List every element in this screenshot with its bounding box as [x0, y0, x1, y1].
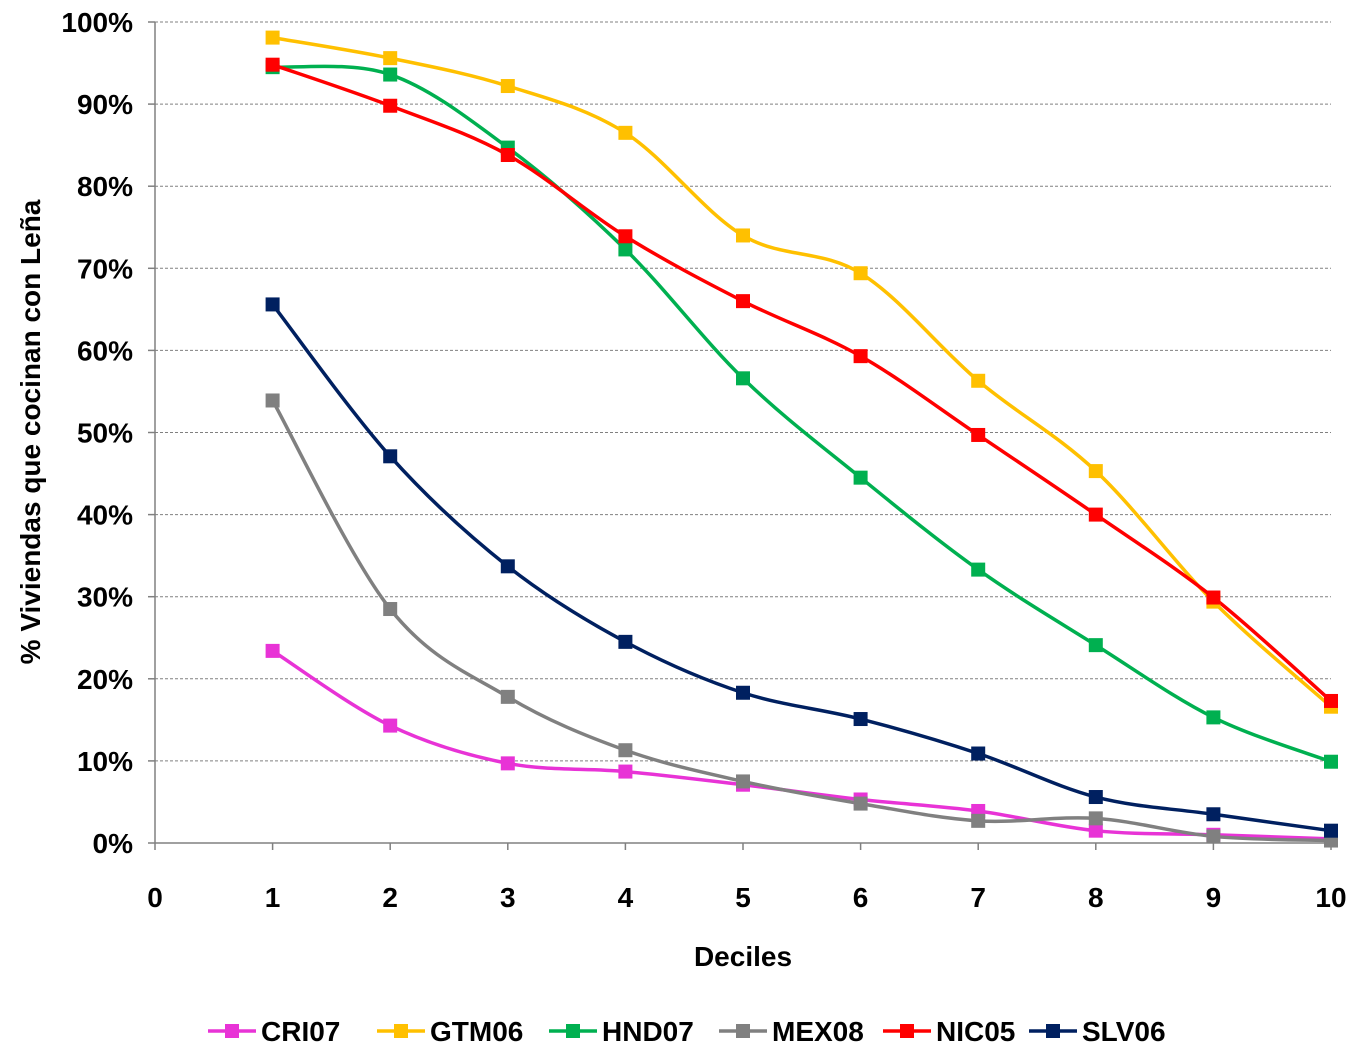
x-tick-label: 8: [1088, 882, 1104, 913]
y-tick-label: 0%: [93, 828, 134, 859]
legend-label-mex08: MEX08: [772, 1016, 864, 1047]
data-point-mex08: [383, 602, 398, 617]
data-point-gtm06: [853, 266, 868, 281]
series-line-gtm06: [272, 35, 1333, 709]
data-point-nic05: [1324, 693, 1338, 708]
data-point-gtm06: [736, 228, 750, 243]
x-tick-label: 7: [970, 882, 986, 913]
data-point-slv06: [383, 449, 398, 464]
grid-lines: [155, 21, 1331, 762]
data-point-slv06: [618, 634, 633, 649]
x-tick-label: 4: [618, 882, 634, 913]
data-point-nic05: [618, 229, 633, 244]
data-point-mex08: [618, 743, 633, 758]
data-point-slv06: [265, 297, 280, 312]
y-tick-label: 10%: [77, 746, 133, 777]
y-tick-label: 100%: [61, 7, 133, 38]
legend: CRI07 GTM06 HND07 MEX08 NIC05 SLV06: [208, 1016, 1166, 1047]
series-line-slv06: [271, 303, 1332, 833]
data-point-slv06: [500, 559, 515, 574]
legend-marker-cri07: [225, 1024, 239, 1038]
data-point-hnd07: [1088, 638, 1103, 653]
y-tick-label: 20%: [77, 664, 133, 695]
data-point-mex08: [265, 393, 280, 408]
data-point-gtm06: [971, 373, 986, 388]
series-line-mex08: [271, 399, 1332, 843]
y-tick-labels: 0% 10% 20% 30% 40% 50% 60% 70% 80% 90% 100%: [61, 7, 133, 859]
y-tick-label: 40%: [77, 500, 133, 531]
data-point-nic05: [1088, 507, 1103, 522]
data-point-nic05: [383, 98, 398, 113]
legend-marker-hnd07: [566, 1024, 580, 1038]
legend-label-hnd07: HND07: [602, 1016, 694, 1047]
y-axis-label: % Viviendas que cocinan con Leña: [15, 199, 46, 664]
data-point-nic05: [736, 294, 750, 309]
data-point-nic05: [1206, 590, 1221, 605]
data-point-slv06: [1324, 823, 1338, 838]
data-point-hnd07: [736, 371, 750, 386]
legend-marker-nic05: [900, 1024, 914, 1038]
data-point-gtm06: [265, 30, 280, 45]
data-point-nic05: [500, 148, 515, 163]
data-point-gtm06: [618, 125, 633, 140]
x-tick-label: 3: [500, 882, 516, 913]
y-tick-label: 90%: [77, 89, 133, 120]
y-tick-label: 60%: [77, 335, 133, 366]
data-point-hnd07: [853, 470, 868, 485]
legend-label-slv06: SLV06: [1082, 1016, 1166, 1047]
data-point-hnd07: [383, 67, 398, 82]
legend-label-nic05: NIC05: [936, 1016, 1015, 1047]
data-point-nic05: [853, 349, 868, 364]
data-point-mex08: [736, 774, 750, 789]
x-tick-label: 5: [735, 882, 751, 913]
data-point-cri07: [500, 756, 515, 771]
data-point-hnd07: [618, 242, 633, 257]
data-point-mex08: [971, 813, 986, 828]
y-tick-label: 70%: [77, 253, 133, 284]
data-point-slv06: [736, 685, 750, 700]
x-tick-labels: 0 1 2 3 4 5 6 7 8 9 10: [147, 882, 1346, 913]
legend-label-gtm06: GTM06: [430, 1016, 523, 1047]
data-point-mex08: [1088, 811, 1103, 826]
data-point-slv06: [853, 712, 868, 727]
data-point-slv06: [1206, 807, 1221, 822]
data-point-hnd07: [1206, 710, 1221, 725]
legend-label-cri07: CRI07: [261, 1016, 340, 1047]
series-line-nic05: [272, 63, 1333, 703]
x-tick-label: 10: [1315, 882, 1346, 913]
data-point-slv06: [1088, 790, 1103, 805]
data-point-gtm06: [500, 79, 515, 94]
x-tick-label: 2: [382, 882, 398, 913]
series-markers: [265, 30, 1338, 848]
series-line-hnd07: [272, 64, 1332, 764]
data-point-cri07: [1088, 823, 1103, 838]
x-tick-label: 9: [1206, 882, 1222, 913]
data-point-cri07: [383, 718, 398, 733]
data-point-nic05: [265, 57, 280, 72]
x-tick-label: 1: [265, 882, 281, 913]
data-point-cri07: [265, 643, 280, 658]
x-axis-label: Deciles: [694, 941, 792, 972]
data-point-slv06: [971, 746, 986, 761]
legend-marker-gtm06: [394, 1024, 408, 1038]
axes: [148, 21, 1332, 850]
legend-marker-mex08: [736, 1024, 750, 1038]
data-point-mex08: [500, 689, 515, 704]
y-tick-label: 80%: [77, 171, 133, 202]
x-tick-label: 6: [853, 882, 869, 913]
data-point-gtm06: [383, 51, 398, 66]
y-tick-label: 30%: [77, 582, 133, 613]
series-lines: [271, 35, 1333, 843]
data-point-nic05: [971, 427, 986, 442]
y-tick-label: 50%: [77, 418, 133, 449]
x-tick-label: 0: [147, 882, 163, 913]
data-point-mex08: [1206, 829, 1221, 844]
data-point-cri07: [618, 764, 633, 779]
data-point-hnd07: [1324, 754, 1338, 769]
data-point-mex08: [853, 796, 868, 811]
data-point-hnd07: [971, 562, 986, 577]
legend-marker-slv06: [1046, 1024, 1060, 1038]
data-point-gtm06: [1088, 464, 1103, 479]
